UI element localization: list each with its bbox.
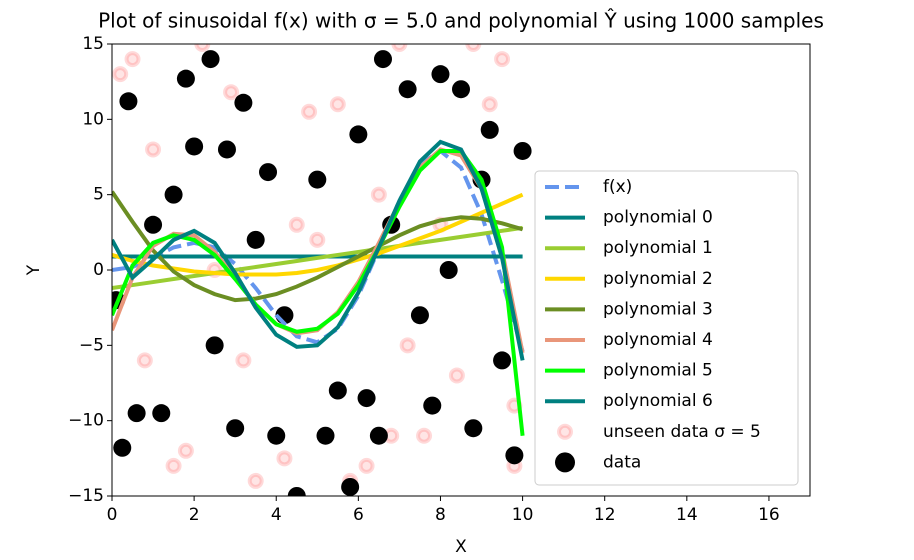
data-point <box>217 140 236 159</box>
unseen-point <box>391 44 408 52</box>
chart-title: Plot of sinusoidal f(x) with σ = 5.0 and… <box>98 9 824 33</box>
unseen-point <box>465 44 482 52</box>
data-point <box>410 306 429 325</box>
unseen-point <box>481 96 498 113</box>
data-point <box>439 261 458 279</box>
legend-label: polynomial 0 <box>603 208 713 228</box>
legend-label: f(x) <box>603 177 632 197</box>
y-tick-label: −5 <box>79 335 104 355</box>
unseen-point <box>448 367 465 384</box>
data-point <box>152 404 171 423</box>
unseen-point <box>370 186 387 203</box>
unseen-point <box>416 427 433 444</box>
data-point <box>398 80 417 99</box>
data-point <box>164 185 183 204</box>
data-point <box>464 419 483 438</box>
data-point <box>234 93 253 112</box>
unseen-point <box>124 51 141 68</box>
plot-frame <box>111 43 811 497</box>
unseen-point <box>112 66 129 83</box>
data-point <box>357 389 376 408</box>
x-axis-label: X <box>455 537 467 557</box>
unseen-point <box>223 84 240 101</box>
x-tick-label: 2 <box>189 505 200 525</box>
legend-label: unseen data σ = 5 <box>603 422 761 442</box>
y-tick-label: 15 <box>82 34 104 54</box>
legend-label: data <box>603 452 641 472</box>
x-tick-label: 14 <box>676 505 698 525</box>
x-tick-label: 16 <box>758 505 780 525</box>
x-tick-label: 6 <box>353 505 364 525</box>
data-point <box>349 125 368 144</box>
data-point <box>373 50 392 69</box>
curve <box>112 192 524 277</box>
unseen-point <box>276 450 293 467</box>
data-point <box>226 419 245 438</box>
unseen-point <box>247 472 264 489</box>
unseen-point <box>309 231 326 248</box>
data-point <box>267 426 286 445</box>
data-point <box>316 426 335 445</box>
data-point <box>287 487 306 496</box>
data-point <box>246 230 265 249</box>
unseen-point <box>399 337 416 354</box>
legend-box <box>534 170 799 486</box>
unseen-point <box>235 352 252 369</box>
unseen-point <box>301 103 318 120</box>
x-tick-label: 0 <box>107 505 118 525</box>
data-point <box>328 381 347 400</box>
curve <box>112 139 525 361</box>
unseen-point <box>165 457 182 474</box>
curve <box>112 148 525 352</box>
legend-label: polynomial 3 <box>603 299 713 319</box>
data-point <box>369 426 388 445</box>
legend-label: polynomial 6 <box>603 391 713 411</box>
data-point <box>341 477 360 496</box>
unseen-point <box>288 216 305 233</box>
data-point <box>423 396 442 415</box>
y-tick-label: 10 <box>82 109 104 129</box>
data-point <box>431 65 450 84</box>
data-point <box>119 92 138 111</box>
curve <box>112 190 524 303</box>
plot-area <box>112 44 532 496</box>
x-tick-label: 10 <box>512 505 534 525</box>
data-point <box>452 80 470 99</box>
x-tick-label: 4 <box>271 505 282 525</box>
data-point <box>493 351 512 370</box>
x-tick-label: 8 <box>435 505 446 525</box>
unseen-point <box>136 352 153 369</box>
y-axis-label: Y <box>24 264 44 276</box>
data-point <box>259 163 278 182</box>
legend-label: polynomial 4 <box>603 330 713 350</box>
y-tick-label: −15 <box>68 486 104 506</box>
unseen-point <box>145 141 162 158</box>
legend-marker <box>557 423 573 440</box>
y-tick-label: 0 <box>93 260 104 280</box>
data-point <box>480 120 499 139</box>
y-tick-label: 5 <box>93 185 104 205</box>
unseen-point <box>177 442 194 459</box>
legend-label: polynomial 2 <box>603 269 713 289</box>
x-tick-label: 12 <box>594 505 616 525</box>
legend-label: polynomial 1 <box>603 238 713 258</box>
data-point <box>505 446 524 465</box>
y-tick-label: −10 <box>68 411 104 431</box>
legend-marker <box>555 452 575 473</box>
unseen-point <box>494 51 511 68</box>
data-point <box>144 215 163 234</box>
data-point <box>176 69 195 88</box>
unseen-point <box>194 44 211 52</box>
data-point <box>127 404 146 423</box>
unseen-point <box>329 96 346 113</box>
data-point <box>185 137 204 156</box>
data-point <box>113 438 132 457</box>
data-point <box>201 50 220 69</box>
data-point <box>513 141 532 160</box>
unseen-point <box>358 457 375 474</box>
data-point <box>308 170 327 189</box>
data-point <box>205 336 224 355</box>
legend-label: polynomial 5 <box>603 361 713 381</box>
